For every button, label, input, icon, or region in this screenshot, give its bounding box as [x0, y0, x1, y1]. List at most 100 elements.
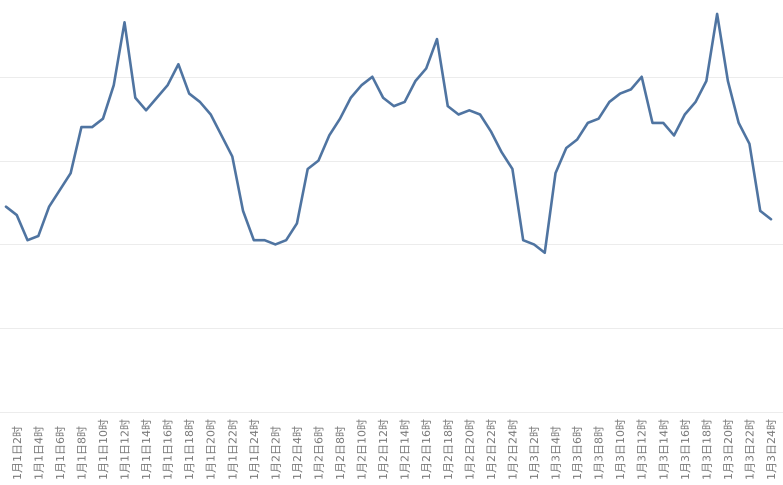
data-point [391, 103, 397, 109]
data-point [499, 149, 505, 155]
data-point [3, 204, 9, 210]
data-point [639, 74, 645, 80]
data-point [251, 237, 257, 243]
data-point [488, 128, 494, 134]
data-point [649, 120, 655, 126]
data-point [326, 132, 332, 138]
data-point [736, 120, 742, 126]
data-point [165, 82, 171, 88]
x-tick-label: 1月2日10时 [356, 419, 369, 480]
data-point [412, 78, 418, 84]
x-tick-label: 1月3日16时 [679, 419, 692, 480]
data-point [100, 116, 106, 122]
data-point [563, 145, 569, 151]
data-point [35, 233, 41, 239]
data-point [445, 103, 451, 109]
data-point [305, 166, 311, 172]
data-point [585, 120, 591, 126]
data-point [240, 208, 246, 214]
data-point [746, 141, 752, 147]
data-point [617, 91, 623, 97]
data-point [423, 65, 429, 71]
series-group [3, 11, 774, 256]
x-tick-label: 1月2日18时 [442, 419, 455, 480]
data-point [542, 250, 548, 256]
x-axis-tick-labels: 1月1日2时 1月1日4时 1月1日6时 1月1日8时 1月1日10时 1月1日12时 1月… [11, 419, 778, 480]
data-point [574, 137, 580, 143]
x-tick-label: 1月2日20时 [463, 419, 476, 480]
data-point [229, 153, 235, 159]
data-point [402, 99, 408, 105]
data-point [520, 237, 526, 243]
data-point [337, 116, 343, 122]
data-point [725, 78, 731, 84]
data-point [606, 99, 612, 105]
data-point [477, 112, 483, 118]
x-tick-label: 1月3日20时 [722, 419, 735, 480]
x-tick-label: 1月1日4时 [32, 426, 45, 480]
x-tick-label: 1月3日8时 [593, 426, 606, 480]
x-tick-label: 1月3日12时 [636, 419, 649, 480]
x-tick-label: 1月2日16时 [420, 419, 433, 480]
data-point [78, 124, 84, 130]
data-point [703, 78, 709, 84]
x-tick-label: 1月2日4时 [291, 426, 304, 480]
x-tick-label: 1月1日24时 [248, 419, 261, 480]
data-point [186, 91, 192, 97]
data-point [509, 166, 515, 172]
x-tick-label: 1月3日6时 [571, 426, 584, 480]
data-point [596, 116, 602, 122]
data-point [14, 212, 20, 218]
data-point [132, 95, 138, 101]
series-line-0 [4, 12, 773, 255]
x-tick-label: 1月1日12时 [119, 419, 132, 480]
data-point [531, 241, 537, 247]
x-tick-label: 1月2日24时 [506, 419, 519, 480]
x-tick-label: 1月2日8时 [334, 426, 347, 480]
data-point [757, 208, 763, 214]
x-tick-label: 1月1日10时 [97, 419, 110, 480]
data-point [456, 112, 462, 118]
data-point [283, 237, 289, 243]
data-point [359, 82, 365, 88]
data-point [466, 107, 472, 113]
x-tick-label: 1月1日16时 [162, 419, 175, 480]
x-tick-label: 1月1日14时 [140, 419, 153, 480]
data-point [175, 61, 181, 67]
gridlines [0, 77, 783, 413]
data-point [315, 158, 321, 164]
data-point [434, 36, 440, 42]
x-tick-label: 1月3日10时 [614, 419, 627, 480]
data-point [714, 11, 720, 17]
x-tick-label: 1月1日6时 [54, 426, 67, 480]
data-point [89, 124, 95, 130]
x-tick-label: 1月2日2时 [269, 426, 282, 480]
x-tick-label: 1月3日18时 [700, 419, 713, 480]
x-tick-label: 1月1日20时 [205, 419, 218, 480]
x-tick-label: 1月2日14时 [399, 419, 412, 480]
x-tick-label: 1月1日18时 [183, 419, 196, 480]
x-tick-label: 1月3日24时 [765, 419, 778, 480]
x-tick-label: 1月3日4时 [550, 426, 563, 480]
data-point [369, 74, 375, 80]
x-tick-label: 1月3日14时 [657, 419, 670, 480]
x-tick-label: 1月3日22时 [743, 419, 756, 480]
data-point [553, 170, 559, 176]
x-tick-label: 1月1日8时 [75, 426, 88, 480]
data-point [197, 99, 203, 105]
x-tick-label: 1月2日22时 [485, 419, 498, 480]
data-point [294, 220, 300, 226]
data-point [768, 216, 774, 222]
data-point [693, 99, 699, 105]
x-tick-label: 1月3日2时 [528, 426, 541, 480]
data-point [68, 170, 74, 176]
data-point [262, 237, 268, 243]
data-point [208, 112, 214, 118]
x-tick-label: 1月2日12时 [377, 419, 390, 480]
data-point [46, 204, 52, 210]
data-point [272, 241, 278, 247]
data-point [660, 120, 666, 126]
data-point [111, 82, 117, 88]
data-point [122, 19, 128, 25]
